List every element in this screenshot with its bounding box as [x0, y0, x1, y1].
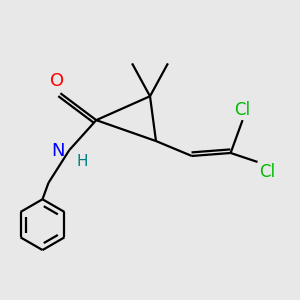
Text: N: N: [51, 142, 65, 160]
Text: H: H: [77, 154, 88, 169]
Text: Cl: Cl: [235, 100, 250, 118]
Text: O: O: [50, 72, 64, 90]
Text: Cl: Cl: [259, 164, 275, 181]
